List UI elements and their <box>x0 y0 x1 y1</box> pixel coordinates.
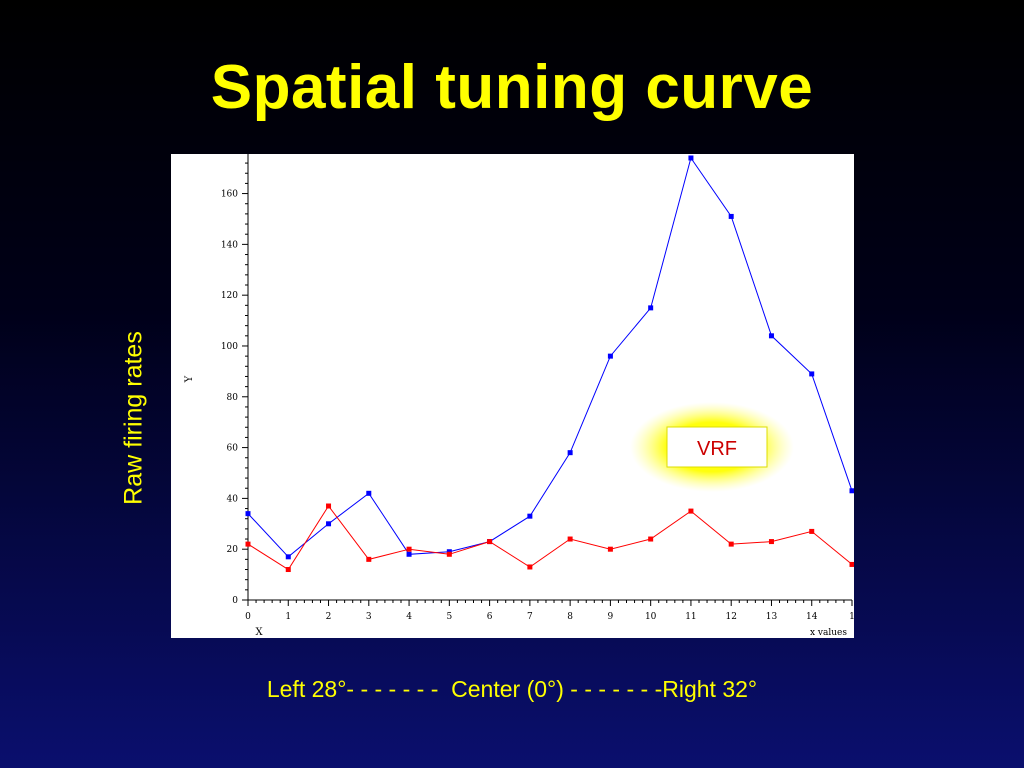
series-2-point <box>285 567 291 573</box>
series-1-point <box>849 488 854 494</box>
x-caption-dashes-left: - - - - - - - <box>346 676 445 702</box>
x-tick-label: 0 <box>245 612 251 622</box>
y-tick-label: 0 <box>232 596 238 606</box>
series-2-point <box>487 539 493 545</box>
y-axis-caption: Raw firing rates <box>119 331 148 505</box>
y-axis-name: Y <box>184 375 195 383</box>
series-2-point <box>768 539 774 545</box>
vrf-label: VRF <box>697 438 737 460</box>
series-2-point <box>688 508 694 514</box>
x-tick-label: 1 <box>285 612 291 622</box>
series-1-point <box>768 333 774 339</box>
series-2-point <box>446 551 452 557</box>
y-tick-label: 80 <box>227 393 239 403</box>
x-tick-label: 11 <box>685 612 696 622</box>
series-2-point <box>849 561 854 567</box>
chart-background <box>171 154 854 638</box>
series-1-point <box>527 513 533 519</box>
x-tick-label: 7 <box>527 612 533 622</box>
series-1-point <box>366 490 372 496</box>
series-line-2 <box>247 505 853 571</box>
series-2-point <box>567 536 573 542</box>
x-tick-label: 9 <box>608 612 614 622</box>
x-tick-label: 10 <box>645 612 657 622</box>
y-tick-label: 60 <box>227 444 239 454</box>
x-axis-caption: Left 28°- - - - - - - Center (0°) - - - … <box>0 676 1024 703</box>
y-tick-label: 40 <box>227 494 239 504</box>
y-tick-label: 20 <box>227 545 239 555</box>
series-1-point <box>809 371 815 377</box>
vrf-box <box>666 426 768 468</box>
x-tick-label: 4 <box>406 612 412 622</box>
x-axis-name: X <box>255 627 263 638</box>
series-2-point <box>648 536 654 542</box>
series-1-point <box>567 450 573 456</box>
x-tick-label: 6 <box>487 612 493 622</box>
series-1-point <box>245 511 251 517</box>
x-caption-left: Left 28° <box>266 676 347 702</box>
vrf-annotation: VRF <box>630 402 794 492</box>
series-1-point <box>688 155 694 161</box>
x-caption-dashes-right: - - - - - - - <box>570 676 663 702</box>
y-tick-label: 140 <box>221 240 238 250</box>
series-2-point <box>406 546 412 552</box>
x-tick-label: 2 <box>326 612 332 622</box>
series-1-point <box>285 554 291 560</box>
series-1-point <box>326 521 332 527</box>
x-tick-label: 5 <box>446 612 452 622</box>
series-2-point <box>728 541 734 547</box>
y-tick-label: 120 <box>221 291 238 301</box>
slide-title: Spatial tuning curve <box>210 53 814 122</box>
series-1-point <box>446 549 452 555</box>
x-tick-label: 3 <box>366 612 372 622</box>
series-layer <box>245 155 854 573</box>
series-2-point <box>809 528 815 534</box>
x-caption-right: Right 32° <box>662 676 758 702</box>
series-2-point <box>607 546 613 552</box>
series-2-point <box>326 503 332 509</box>
x-tick-label: 12 <box>725 612 736 622</box>
series-1-point <box>648 305 654 311</box>
x-tick-label: 1 <box>849 612 854 622</box>
x-tick-label: 8 <box>567 612 573 622</box>
series-2-point <box>366 556 372 562</box>
x-tick-label: 14 <box>806 612 818 622</box>
y-tick-label: 160 <box>221 190 238 200</box>
series-2-point <box>527 564 533 570</box>
series-1-point <box>607 353 613 359</box>
y-tick-label: 100 <box>221 342 238 352</box>
series-line-1 <box>247 156 853 558</box>
x-values-label: x values <box>810 628 847 638</box>
x-caption-center: Center (0°) <box>451 676 564 702</box>
x-tick-label: 13 <box>766 612 778 622</box>
series-1-point <box>728 213 734 219</box>
series-1-point <box>406 551 412 557</box>
series-2-point <box>245 541 251 547</box>
